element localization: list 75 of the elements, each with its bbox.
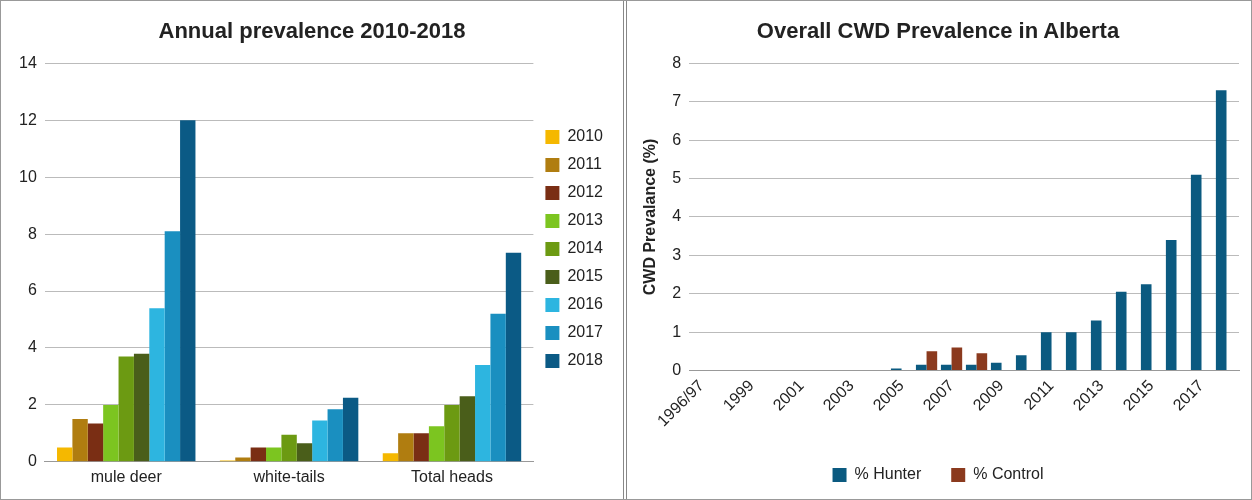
y-axis-title: CWD Prevalance (%) [641,138,659,296]
bar [281,434,297,462]
bar [180,120,196,462]
y-tick-label: 1 [672,322,682,340]
y-tick-label: 2 [672,284,682,302]
legend-label: 2012 [567,183,604,201]
y-tick-label: 10 [19,167,37,185]
bar [1115,291,1127,371]
bar [990,362,1002,371]
bar [1015,355,1027,371]
legend-label: 2010 [567,127,604,145]
bar [296,443,313,462]
bar [118,356,134,462]
legend-label: % Control [973,465,1044,483]
bar [459,396,476,462]
x-tick-label: white-tails [252,467,325,485]
y-tick-label: 8 [27,224,37,242]
bar [475,365,491,462]
bar [1065,332,1077,371]
legend-label: 2013 [567,211,604,229]
legend-label: % Hunter [854,465,922,483]
bar [1190,174,1202,371]
bar [1165,240,1177,371]
bar [103,404,119,462]
bar [1040,332,1052,371]
bar [164,231,181,462]
bar [72,419,88,462]
legend-label: 2015 [567,267,604,285]
legend-label: 2017 [567,323,604,341]
bar [915,364,927,371]
bar [342,397,359,462]
bar [951,347,963,371]
chart-title: Overall CWD Prevalence in Alberta [756,18,1120,44]
bar [428,426,445,462]
y-tick-label: 5 [672,168,682,186]
y-tick-label: 4 [672,207,682,225]
legend-label: 2011 [567,155,602,173]
y-tick-label: 8 [672,53,682,71]
bar [965,364,977,371]
bar [444,404,460,462]
bar [327,409,343,462]
y-tick-label: 2 [27,395,37,413]
y-tick-label: 0 [27,452,37,470]
bar [1215,90,1227,371]
x-tick-label: Total heads [411,467,493,485]
bar [940,364,952,371]
bar [505,252,522,462]
y-tick-label: 6 [672,130,682,148]
y-tick-label: 14 [19,53,37,71]
bar [976,353,988,371]
bar [1090,320,1102,371]
bar [490,313,506,462]
bar [1140,284,1152,371]
bar [312,420,328,462]
legend-label: 2014 [567,239,604,257]
y-tick-label: 12 [19,110,37,128]
chart-title: Annual prevalence 2010-2018 [158,18,466,44]
bar [250,447,267,462]
y-tick-label: 6 [27,281,37,299]
bar [266,447,282,462]
bar [398,433,414,462]
legend-label: 2018 [567,351,604,369]
x-tick-label: mule deer [90,467,163,485]
y-tick-label: 7 [672,92,682,110]
y-tick-label: 0 [672,360,682,378]
bar [133,353,150,462]
y-tick-label: 4 [27,338,37,356]
bar [413,433,429,462]
bar [382,453,399,462]
bar [57,447,73,462]
bar [149,308,165,462]
legend-label: 2016 [567,295,604,313]
bar [926,351,938,371]
bar [87,423,104,462]
y-tick-label: 3 [672,245,682,263]
